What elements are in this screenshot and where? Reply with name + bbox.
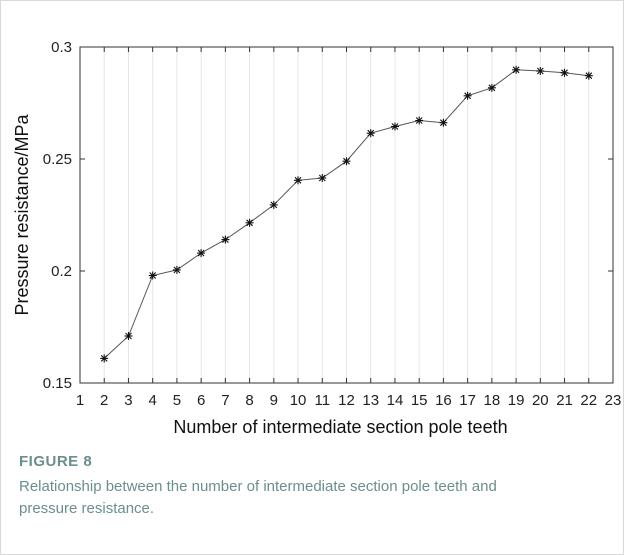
data-point — [294, 176, 302, 185]
data-point — [487, 83, 496, 92]
data-point — [560, 68, 569, 77]
data-point — [148, 271, 157, 280]
x-tick-label: 18 — [484, 392, 501, 409]
data-point — [124, 332, 133, 340]
y-tick-label: 0.3 — [51, 39, 72, 56]
data-point-stroke — [512, 66, 520, 74]
data-point — [391, 122, 399, 131]
line-chart: 1 2 3 4 5 6 7 8 9 10 11 12 13 14 15 16 17 18 19 20 21 22 230.1… — [12, 39, 622, 437]
data-point — [536, 67, 545, 75]
x-tick-label: 10 — [290, 392, 307, 409]
x-tick-label: 14 — [387, 392, 404, 409]
data-point-stroke — [440, 119, 447, 127]
data-point-stroke — [197, 249, 205, 257]
data-point-stroke — [149, 272, 157, 279]
data-point-stroke — [246, 219, 253, 227]
x-tick-label: 11 — [314, 392, 330, 409]
data-point — [100, 354, 109, 363]
x-tick-label: 19 — [508, 392, 525, 409]
x-tick-label: 7 — [221, 392, 229, 409]
data-point-stroke — [488, 84, 496, 92]
data-point — [197, 249, 206, 258]
data-point-stroke — [270, 201, 278, 209]
x-tick-label: 17 — [459, 392, 476, 409]
data-point — [439, 118, 448, 127]
y-tick-label: 0.2 — [51, 263, 72, 280]
data-point — [366, 129, 375, 138]
data-point-stroke — [173, 266, 181, 274]
data-point-stroke — [100, 355, 108, 362]
figure-label: FIGURE 8 — [19, 453, 93, 470]
figure-caption: Relationship between the number of inter… — [19, 478, 497, 517]
data-point-stroke — [294, 176, 302, 184]
x-tick-label: 21 — [556, 392, 573, 409]
y-tick-label: 0.25 — [43, 151, 72, 168]
data-point-stroke — [464, 92, 471, 100]
x-tick-label: 9 — [270, 392, 278, 409]
data-point — [342, 157, 351, 166]
data-point-stroke — [343, 157, 350, 165]
data-point-stroke — [125, 332, 132, 340]
x-tick-label: 16 — [435, 392, 452, 409]
data-point — [269, 200, 278, 209]
data-point — [584, 71, 593, 80]
data-point-stroke — [222, 236, 229, 243]
data-point-stroke — [318, 174, 326, 182]
x-tick-label: 23 — [605, 392, 622, 409]
x-tick-label: 13 — [362, 392, 379, 409]
data-point-stroke — [585, 72, 593, 80]
x-tick-label: 20 — [532, 392, 549, 409]
data-point — [221, 235, 230, 244]
x-tick-label: 3 — [124, 392, 132, 409]
data-point — [463, 91, 472, 100]
data-point-stroke — [561, 69, 568, 77]
data-point — [512, 65, 521, 74]
data-point-stroke — [415, 117, 423, 124]
data-point — [245, 218, 254, 227]
y-tick-label: 0.15 — [43, 375, 72, 392]
x-tick-label: 15 — [411, 392, 428, 409]
x-tick-label: 1 — [76, 392, 84, 409]
y-axis-label: Pressure resistance/MPa — [12, 113, 32, 315]
x-tick-label: 5 — [173, 392, 181, 409]
x-tick-label: 4 — [149, 392, 157, 409]
data-point-stroke — [391, 123, 399, 130]
data-point — [415, 116, 424, 125]
x-tick-label: 8 — [245, 392, 253, 409]
x-tick-label: 22 — [580, 392, 597, 409]
data-point — [172, 265, 181, 274]
x-tick-label: 12 — [338, 392, 355, 409]
data-point — [318, 174, 327, 182]
x-tick-label: 6 — [197, 392, 205, 409]
x-axis-label: Number of intermediate section pole teet… — [173, 417, 507, 437]
data-point-stroke — [536, 67, 544, 75]
data-point-stroke — [367, 129, 375, 137]
x-tick-label: 2 — [100, 392, 108, 409]
